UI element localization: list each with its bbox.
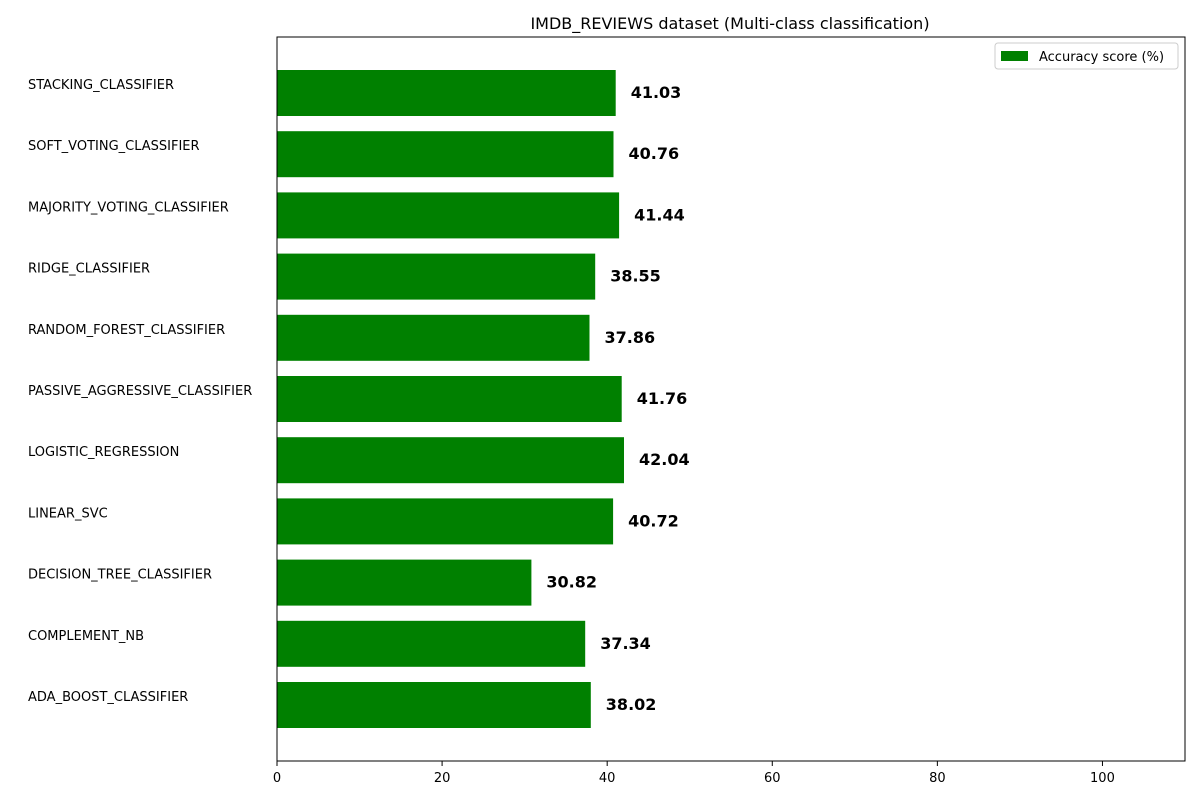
category-label: STACKING_CLASSIFIER bbox=[28, 78, 174, 93]
x-axis: 0 20 40 60 80 100 bbox=[273, 761, 1115, 786]
bar bbox=[277, 131, 614, 178]
category-label: LINEAR_SVC bbox=[28, 506, 108, 521]
bar bbox=[277, 682, 591, 728]
bar bbox=[277, 437, 624, 484]
bar bbox=[277, 192, 620, 239]
bar bbox=[277, 376, 622, 422]
category-label: DECISION_TREE_CLASSIFIER bbox=[28, 568, 212, 583]
category-label: PASSIVE_AGGRESSIVE_CLASSIFIER bbox=[28, 384, 252, 399]
value-label: 41.03 bbox=[631, 83, 682, 102]
value-label: 37.34 bbox=[600, 634, 651, 653]
category-labels: STACKING_CLASSIFIER SOFT_VOTING_CLASSIFIE… bbox=[28, 78, 252, 705]
legend-swatch bbox=[1001, 51, 1028, 61]
bars-layer bbox=[277, 70, 624, 728]
x-tick-label: 20 bbox=[434, 771, 451, 786]
bar bbox=[277, 70, 616, 116]
x-tick-label: 40 bbox=[599, 771, 616, 786]
value-label: 38.55 bbox=[610, 267, 661, 286]
value-label: 41.44 bbox=[634, 205, 685, 224]
value-label: 37.86 bbox=[605, 328, 656, 347]
category-label: RANDOM_FOREST_CLASSIFIER bbox=[28, 323, 225, 338]
value-label: 30.82 bbox=[546, 573, 597, 592]
x-tick-label: 100 bbox=[1090, 771, 1115, 786]
legend: Accuracy score (%) bbox=[994, 42, 1179, 70]
plot-frame bbox=[276, 36, 1186, 762]
value-label: 40.76 bbox=[629, 144, 680, 163]
chart-title: IMDB_REVIEWS dataset (Multi-class classi… bbox=[530, 14, 929, 34]
bar bbox=[277, 559, 532, 606]
category-label: COMPLEMENT_NB bbox=[28, 629, 144, 644]
value-labels: 41.03 40.76 41.44 38.55 37.86 41.76 42.04 40.72… bbox=[546, 83, 689, 714]
value-label: 40.72 bbox=[628, 511, 679, 530]
legend-label: Accuracy score (%) bbox=[1039, 50, 1164, 65]
bar bbox=[277, 620, 586, 667]
category-label: LOGISTIC_REGRESSION bbox=[28, 445, 179, 460]
bar bbox=[277, 253, 596, 300]
category-label: SOFT_VOTING_CLASSIFIER bbox=[28, 139, 200, 154]
value-label: 38.02 bbox=[606, 695, 657, 714]
legend-box bbox=[994, 42, 1179, 70]
bar bbox=[277, 314, 590, 361]
x-tick-label: 80 bbox=[929, 771, 946, 786]
bar bbox=[277, 498, 614, 545]
category-label: MAJORITY_VOTING_CLASSIFIER bbox=[28, 200, 229, 215]
value-label: 41.76 bbox=[637, 389, 688, 408]
value-label: 42.04 bbox=[639, 450, 690, 469]
category-label: ADA_BOOST_CLASSIFIER bbox=[28, 690, 188, 705]
category-label: RIDGE_CLASSIFIER bbox=[28, 262, 150, 277]
x-tick-label: 60 bbox=[764, 771, 781, 786]
x-tick-label: 0 bbox=[273, 771, 281, 786]
